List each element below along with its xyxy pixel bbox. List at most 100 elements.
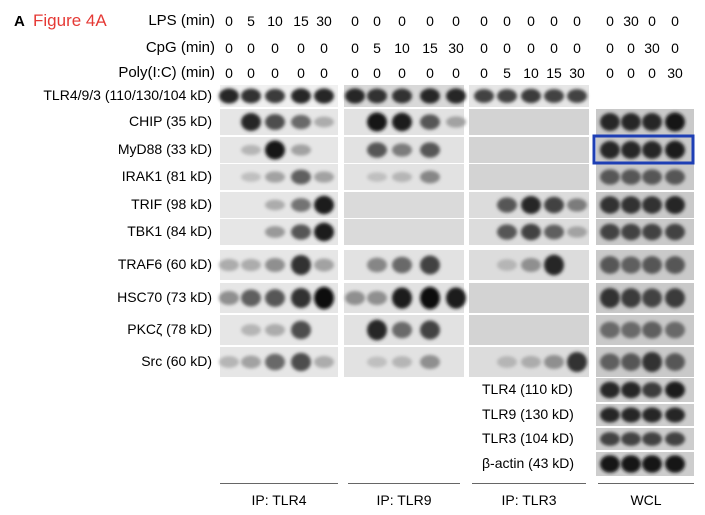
blot-band: [600, 381, 620, 399]
blot-band: [665, 169, 685, 185]
condition-value: 0: [271, 40, 279, 56]
blot-band: [392, 143, 412, 157]
condition-value: 15: [293, 13, 309, 29]
blot-band: [265, 257, 285, 273]
blot-band: [600, 321, 620, 339]
blot-band: [642, 382, 662, 398]
blot-band: [367, 88, 387, 104]
blot-band: [621, 353, 641, 371]
wcl-row-label: TLR3 (104 kD): [482, 430, 574, 446]
blot-band: [265, 226, 285, 238]
blot-band: [665, 353, 685, 371]
blot-band: [621, 113, 641, 131]
blot-band: [291, 352, 311, 372]
blot-band: [241, 144, 261, 156]
blot-band: [345, 290, 365, 306]
blot-band: [367, 319, 387, 341]
blot-band: [420, 354, 440, 370]
condition-value: 5: [373, 40, 381, 56]
blot-band: [600, 196, 620, 214]
condition-value: 0: [606, 65, 614, 81]
blot-band: [665, 196, 685, 214]
wcl-row-label: TLR4 (110 kD): [482, 381, 573, 397]
condition-value: 0: [503, 40, 511, 56]
condition-value: 0: [297, 40, 305, 56]
condition-value: 10: [267, 13, 283, 29]
blot-band: [497, 356, 517, 368]
blot-band: [314, 88, 334, 104]
condition-value: 30: [644, 40, 660, 56]
blot-band: [241, 113, 261, 131]
blot-band: [642, 169, 662, 185]
blot-row-label: CHIP (35 kD): [129, 113, 212, 129]
blot-band: [600, 113, 620, 131]
blot-band: [521, 355, 541, 369]
condition-value: 0: [373, 13, 381, 29]
blot-band: [291, 169, 311, 185]
condition-value: 30: [623, 13, 639, 29]
blot-row-label: PKCζ (78 kD): [127, 321, 212, 337]
blot-band: [521, 196, 541, 214]
blot-band: [392, 287, 412, 309]
blot-band: [521, 223, 541, 241]
blot-band: [420, 88, 440, 104]
blot-band: [665, 288, 685, 308]
blot-band: [392, 356, 412, 368]
blot-band: [621, 432, 641, 446]
condition-label-lps: LPS (min): [148, 12, 215, 29]
blot-band: [241, 289, 261, 307]
blot-band: [291, 254, 311, 276]
group-underline-wcl: [598, 483, 694, 484]
blot-band: [600, 353, 620, 371]
blot-band: [665, 321, 685, 339]
blot-band: [392, 321, 412, 339]
blot-band: [314, 258, 334, 272]
condition-value: 0: [225, 13, 233, 29]
blot-band: [314, 355, 334, 369]
condition-value: 0: [480, 13, 488, 29]
blot-row-label: MyD88 (33 kD): [117, 141, 212, 157]
blot-band: [665, 432, 685, 446]
blot-band: [621, 455, 641, 473]
blot-strip: [469, 315, 589, 345]
blot-band: [642, 321, 662, 339]
condition-value: 0: [247, 40, 255, 56]
blot-strip: [344, 192, 464, 218]
condition-value: 10: [523, 65, 539, 81]
blot-band: [265, 289, 285, 307]
blot-band: [621, 223, 641, 241]
blot-row-label: TRAF6 (60 kD): [117, 256, 212, 272]
blot-band: [642, 288, 662, 308]
blot-band: [665, 223, 685, 241]
blot-band: [420, 170, 440, 184]
blot-band: [241, 172, 261, 182]
condition-value: 0: [527, 13, 535, 29]
blot-row-label: TBK1 (84 kD): [127, 223, 212, 239]
blot-band: [367, 172, 387, 182]
condition-value: 0: [271, 65, 279, 81]
blot-band: [642, 223, 662, 241]
condition-label-cpg: CpG (min): [145, 39, 215, 56]
condition-value: 0: [225, 65, 233, 81]
blot-band: [367, 290, 387, 306]
blot-band: [567, 89, 587, 103]
blot-band: [567, 198, 587, 212]
condition-value: 30: [569, 65, 585, 81]
blot-band: [265, 140, 285, 160]
blot-band: [621, 169, 641, 185]
blot-band: [219, 258, 239, 272]
blot-band: [665, 455, 685, 473]
blot-band: [497, 197, 517, 213]
blot-band: [446, 88, 466, 104]
condition-value: 0: [398, 65, 406, 81]
condition-value: 0: [573, 40, 581, 56]
condition-value: 30: [448, 40, 464, 56]
blot-band: [291, 320, 311, 340]
blot-band: [420, 286, 440, 310]
blot-band: [544, 196, 564, 214]
blot-band: [265, 353, 285, 371]
blot-band: [665, 112, 685, 132]
condition-label-polyic: Poly(I:C) (min): [118, 64, 215, 81]
blot-band: [600, 407, 620, 423]
